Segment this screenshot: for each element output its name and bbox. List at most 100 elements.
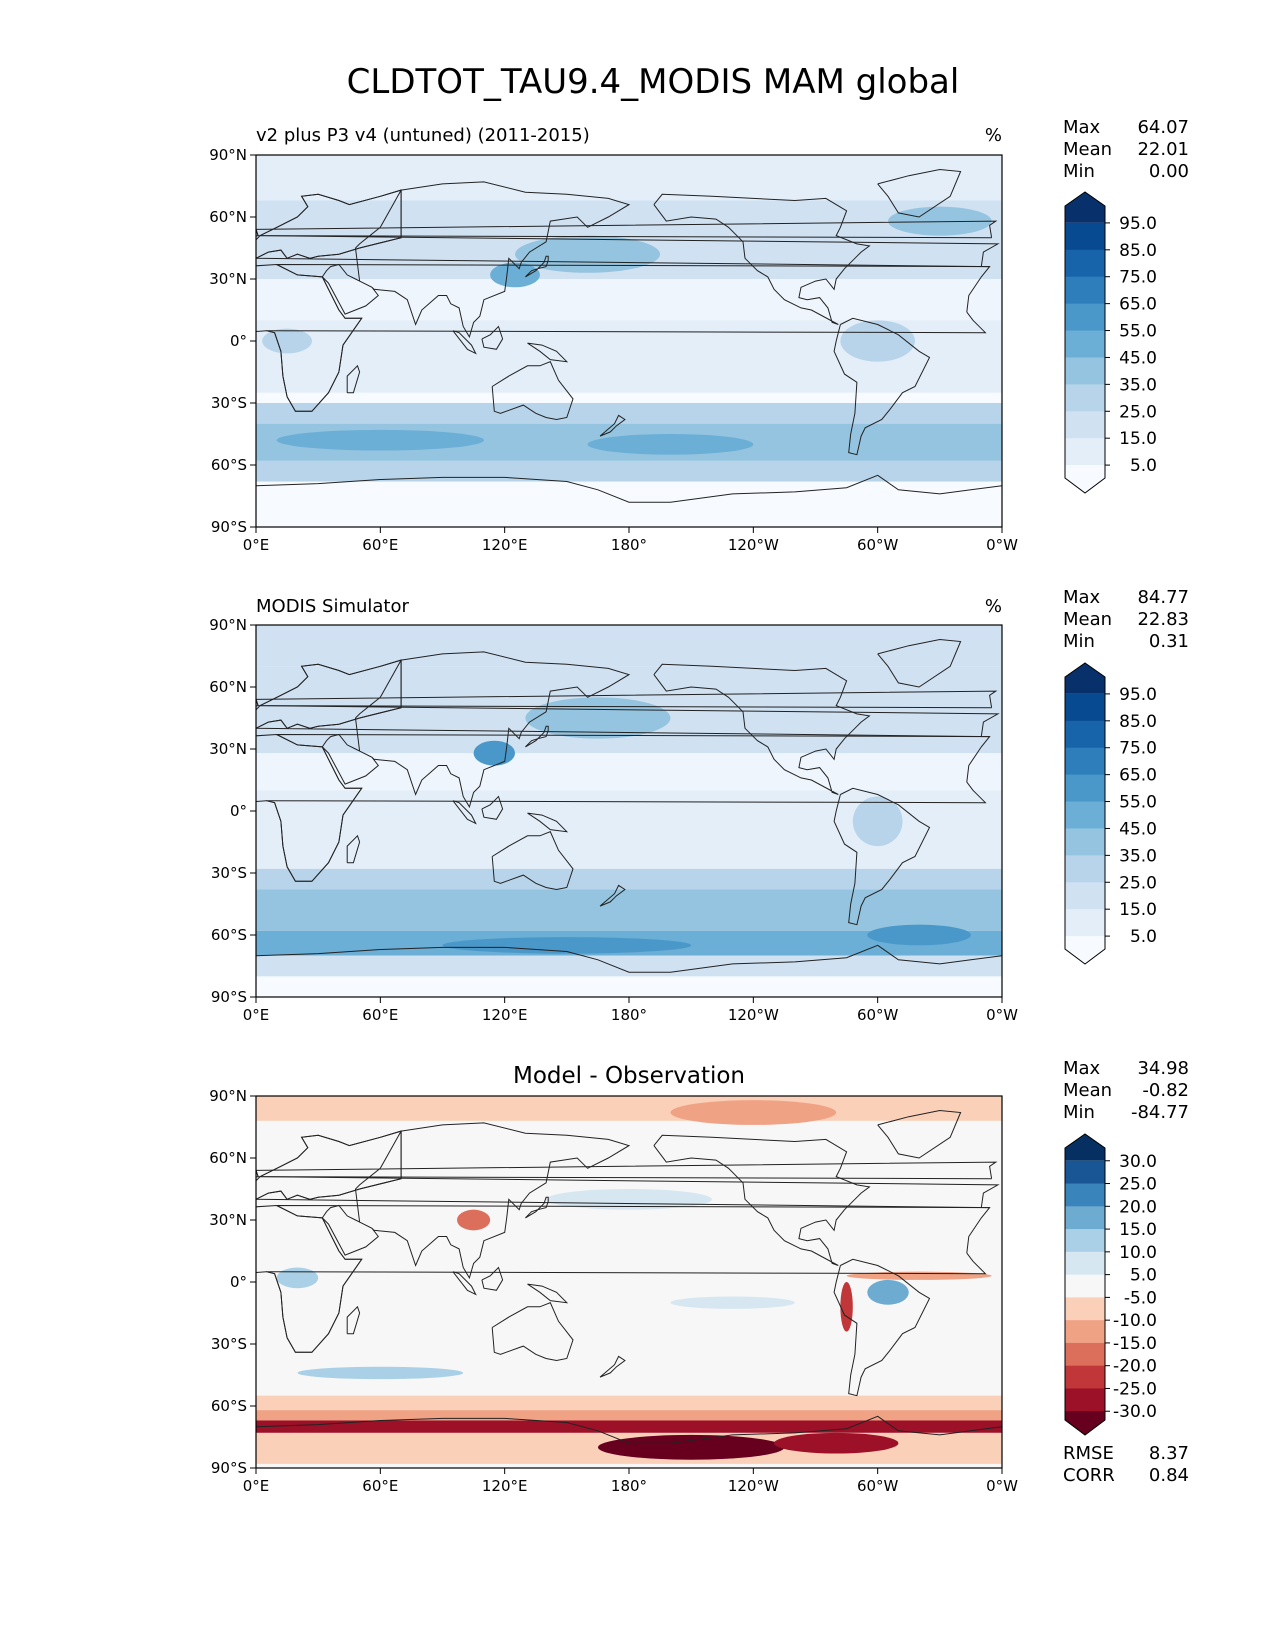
panel-center-title: Model - Observation xyxy=(513,1063,745,1089)
stat-label: Mean xyxy=(1063,1080,1112,1101)
field-blob xyxy=(262,328,312,354)
colorbar-segment xyxy=(1065,249,1105,278)
stat-value: 22.01 xyxy=(1137,139,1189,160)
colorbar-segment xyxy=(1065,828,1105,856)
colorbar-label: 95.0 xyxy=(1119,685,1157,705)
colorbar-label: 45.0 xyxy=(1119,819,1157,839)
stat-value: 0.31 xyxy=(1149,631,1189,652)
coastline-north-america xyxy=(653,193,871,325)
stats-block: Max 34.98 Mean -0.82 Min -84.77 xyxy=(1063,1058,1189,1123)
colorbar-label: 45.0 xyxy=(1119,348,1157,368)
colorbar-segment xyxy=(1065,747,1105,776)
lat-tick-label: 0° xyxy=(230,1273,247,1291)
coastline-new-zealand xyxy=(599,884,626,907)
lat-axis: 90°N 60°N 30°N 0° 30°S 60°S 90°S xyxy=(209,616,256,1006)
colorbar-segment xyxy=(1065,1320,1105,1344)
colorbar-segment xyxy=(1065,1297,1105,1321)
colorbar-segment xyxy=(1065,384,1105,412)
lon-tick-label: 180° xyxy=(611,536,647,554)
colorbar-label: 5.0 xyxy=(1130,456,1157,476)
coastline-borneo xyxy=(481,325,504,350)
coastline-antarctica xyxy=(256,474,1002,503)
field-blob xyxy=(840,1282,853,1332)
stat-label: Min xyxy=(1063,1102,1095,1123)
stat-value: 34.98 xyxy=(1137,1058,1189,1079)
coastline-antarctica xyxy=(256,944,1002,973)
colorbar-segment xyxy=(1065,882,1105,910)
stat-label: Min xyxy=(1063,161,1095,182)
colorbar-segment xyxy=(1065,693,1105,722)
colorbar-label: 35.0 xyxy=(1119,375,1157,395)
lat-tick-label: 60°N xyxy=(209,1149,247,1167)
coastline-north-america xyxy=(653,663,871,795)
coastline-japan xyxy=(525,1196,549,1219)
field-blob xyxy=(515,235,661,273)
field-band xyxy=(256,889,1002,931)
coastline-borneo xyxy=(481,795,504,820)
map-field xyxy=(256,1096,1002,1468)
lon-axis: 0°E 60°E 120°E 180° 120°W 60°W 0°W xyxy=(243,997,1018,1024)
colorbar-label: 5.0 xyxy=(1130,1266,1157,1286)
coastline-new-zealand xyxy=(599,414,626,437)
coastline-australia xyxy=(491,831,574,891)
coastlines xyxy=(256,638,1002,973)
colorbar: 30.0 25.020.0 15.0 10.0 5.0-5.0 -10.0 -15.0 -20… xyxy=(1064,1133,1157,1436)
field-blob xyxy=(490,262,540,288)
coastline-sumatra xyxy=(452,330,477,355)
field-blob xyxy=(867,924,971,946)
extra-stat-label: CORR xyxy=(1063,1465,1115,1486)
colorbar-label: 15.0 xyxy=(1119,1220,1157,1240)
lon-tick-label: 0°W xyxy=(986,1006,1018,1024)
colorbar-extend-max xyxy=(1065,1134,1105,1161)
lat-tick-label: 90°S xyxy=(211,988,247,1006)
colorbar-label: 20.0 xyxy=(1119,1197,1157,1217)
field-band xyxy=(256,1395,1002,1411)
coastline-japan xyxy=(525,725,549,748)
map-field xyxy=(256,625,1002,997)
coastline-new-zealand xyxy=(599,1355,626,1378)
colorbar-segment xyxy=(1065,438,1105,466)
colorbar-segment xyxy=(1065,222,1105,251)
panel-left-title: MODIS Simulator xyxy=(256,596,409,617)
lat-tick-label: 30°N xyxy=(209,740,247,758)
field-blob xyxy=(867,1279,909,1305)
coastlines xyxy=(256,168,1002,503)
colorbar-label: 95.0 xyxy=(1119,214,1157,234)
stats-block: Max 64.07 Mean 22.01 Min 0.00 xyxy=(1063,117,1189,182)
colorbar-label: 55.0 xyxy=(1119,322,1157,342)
extra-stat-value: 8.37 xyxy=(1149,1443,1189,1464)
colorbar-segment xyxy=(1065,276,1105,305)
coastline-greenland xyxy=(877,1109,962,1159)
lat-tick-label: 30°S xyxy=(211,394,247,412)
coastline-japan xyxy=(525,255,549,278)
colorbar-label: 65.0 xyxy=(1119,295,1157,315)
lat-tick-label: 30°N xyxy=(209,1211,247,1229)
field-blob xyxy=(587,434,754,455)
lon-tick-label: 120°E xyxy=(482,1477,528,1495)
coastline-uk xyxy=(256,1161,998,1180)
colorbar-segment xyxy=(1065,1251,1105,1276)
coastline-australia xyxy=(491,1302,574,1362)
colorbar: 95.0 85.0 75.0 65.0 55.0 45.0 35.0 25.0 15.0 5.0 xyxy=(1064,191,1157,494)
stat-label: Max xyxy=(1063,587,1101,608)
field-blob xyxy=(525,697,671,739)
colorbar-label: -5.0 xyxy=(1124,1288,1157,1308)
colorbar-label: 25.0 xyxy=(1119,873,1157,893)
field-blob xyxy=(297,1366,464,1380)
colorbar-segment xyxy=(1065,357,1105,385)
figure-title: CLDTOT_TAU9.4_MODIS MAM global xyxy=(347,62,960,102)
lon-tick-label: 0°E xyxy=(243,1477,270,1495)
coastline-new-guinea xyxy=(527,342,569,363)
field-blob xyxy=(888,206,992,236)
colorbar-outline xyxy=(1064,191,1106,494)
coastline-sumatra xyxy=(452,800,477,825)
field-blob xyxy=(546,1189,712,1210)
field-band xyxy=(256,155,1002,201)
field-band xyxy=(256,625,1002,667)
colorbar-segment xyxy=(1065,330,1105,358)
stat-label: Mean xyxy=(1063,609,1112,630)
lon-tick-label: 120°W xyxy=(728,536,779,554)
colorbar-label: 30.0 xyxy=(1119,1152,1157,1172)
stat-value: 64.07 xyxy=(1137,117,1189,138)
